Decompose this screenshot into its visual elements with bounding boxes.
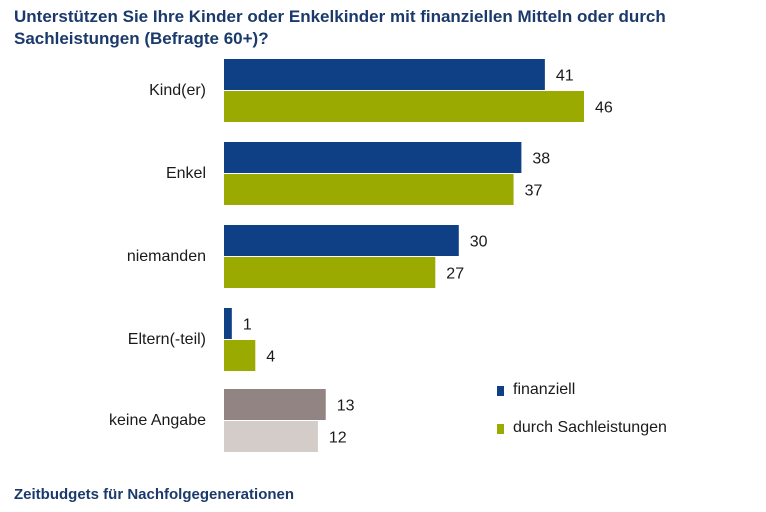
bar-finanziell-3 [224,308,232,339]
bar-finanziell-4 [224,389,326,420]
value-label-finanziell-1: 38 [532,151,550,168]
bar-finanziell-0 [224,59,545,90]
value-label-sachleistungen-1: 37 [525,183,543,200]
bar-sachleistungen-4 [224,421,318,452]
category-label-1: Enkel [166,165,206,182]
value-label-finanziell-2: 30 [470,234,488,251]
value-label-sachleistungen-2: 27 [446,266,464,283]
value-label-sachleistungen-0: 46 [595,100,613,117]
bar-sachleistungen-1 [224,174,514,205]
footer-caption: Zeitbudgets für Nachfolgegenerationen [14,486,295,503]
legend-label-finanziell: finanziell [513,381,576,398]
legend-swatch-finanziell [497,386,504,396]
bar-finanziell-2 [224,225,459,256]
category-label-0: Kind(er) [149,82,206,99]
legend-swatch-sachleistungen [497,424,504,434]
bar-sachleistungen-0 [224,91,584,122]
bar-finanziell-1 [224,142,522,173]
value-label-finanziell-0: 41 [556,68,574,85]
value-label-finanziell-3: 1 [243,317,252,334]
category-label-4: keine Angabe [109,412,206,429]
value-label-sachleistungen-3: 4 [266,349,275,366]
legend: finanziell durch Sachleistungen [497,380,667,456]
bar-sachleistungen-2 [224,257,436,288]
chart-title: Unterstützen Sie Ihre Kinder oder Enkelk… [14,7,666,48]
category-label-3: Eltern(-teil) [128,331,206,348]
category-label-2: niemanden [127,248,206,265]
bar-sachleistungen-3 [224,340,256,371]
value-label-sachleistungen-4: 12 [329,430,347,447]
legend-item-sachleistungen: durch Sachleistungen [497,418,667,438]
legend-label-sachleistungen: durch Sachleistungen [513,419,667,436]
legend-item-finanziell: finanziell [497,380,667,400]
value-label-finanziell-4: 13 [337,398,355,415]
